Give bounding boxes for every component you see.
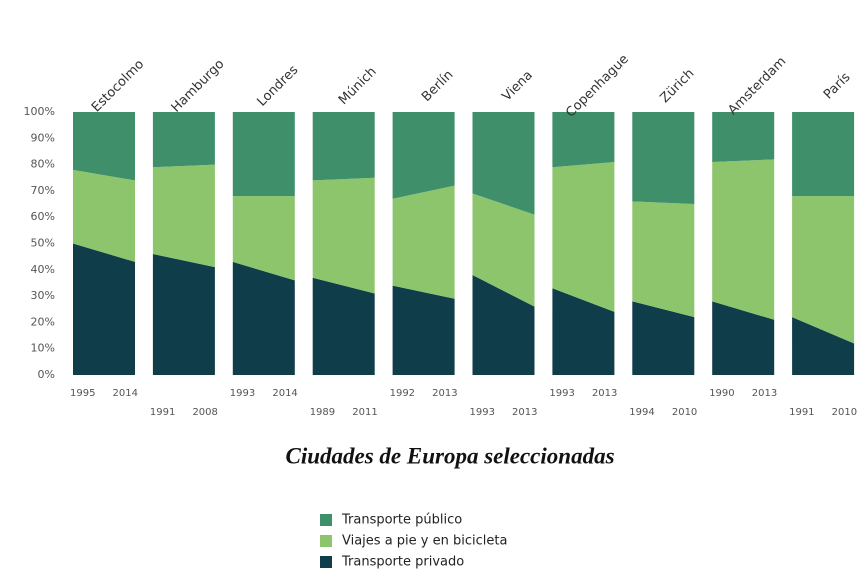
area-segment (152, 112, 215, 168)
panel-label: Londres (255, 63, 302, 110)
panel-label: Estocolmo (89, 57, 147, 115)
y-tick-label: 80% (31, 158, 55, 171)
area-segment (472, 275, 535, 375)
x-tick-label: 2013 (432, 388, 457, 399)
x-tick-label: 2013 (512, 407, 537, 418)
area-segment (552, 161, 615, 312)
x-tick-label: 1993 (470, 407, 495, 418)
area-segment (232, 196, 295, 281)
panel-label: Copenhague (563, 52, 632, 121)
area-segment (312, 112, 375, 181)
area-segment (73, 243, 135, 375)
y-tick-label: 40% (31, 263, 55, 276)
y-tick-label: 10% (31, 342, 55, 355)
panel-label: París (821, 70, 854, 103)
area-segment (73, 169, 135, 262)
area-segment (712, 159, 775, 320)
area-segment (792, 112, 855, 197)
area-segment (392, 112, 455, 199)
x-tick-label: 1995 (70, 388, 95, 399)
area-segment (552, 288, 615, 375)
panel-label: Viena (499, 68, 535, 104)
x-tick-label: 1989 (310, 407, 335, 418)
x-tick-label: 1993 (549, 388, 574, 399)
y-tick-label: 100% (24, 105, 55, 118)
area-segment (312, 277, 375, 375)
legend-label: Transporte público (341, 513, 462, 528)
panel-label: Hamburgo (169, 57, 228, 116)
y-tick-label: 30% (31, 289, 55, 302)
area-segment (632, 112, 695, 205)
area-segment (792, 196, 855, 344)
x-tick-label: 1990 (709, 388, 734, 399)
legend-label: Transporte privado (341, 555, 464, 570)
area-segment (712, 112, 775, 162)
panel-label: Amsterdam (725, 54, 789, 118)
legend-swatch (320, 514, 332, 526)
area-segment (792, 317, 855, 375)
panel-label: Múnich (336, 64, 380, 108)
area-segment (712, 301, 775, 375)
x-tick-label: 2013 (592, 388, 617, 399)
x-tick-label: 1991 (150, 407, 175, 418)
area-segment (312, 177, 375, 294)
area-segment (232, 112, 295, 197)
panel-label: Berlín (419, 67, 456, 104)
y-tick-label: 0% (38, 368, 55, 381)
y-tick-label: 20% (31, 315, 55, 328)
area-segment (232, 261, 295, 375)
legend-swatch (320, 535, 332, 547)
x-tick-label: 2010 (832, 407, 857, 418)
area-segment (73, 112, 135, 181)
x-tick-label: 1994 (629, 407, 654, 418)
x-tick-label: 2008 (192, 407, 217, 418)
legend-swatch (320, 556, 332, 568)
x-tick-label: 2011 (352, 407, 377, 418)
x-tick-label: 1992 (390, 388, 415, 399)
panel-label: Zürich (657, 66, 697, 106)
area-segment (552, 112, 615, 168)
x-tick-label: 2014 (272, 388, 297, 399)
legend-label: Viajes a pie y en bicicleta (342, 534, 507, 549)
area-segment (472, 112, 535, 215)
y-tick-label: 90% (31, 131, 55, 144)
area-segment (152, 254, 215, 375)
area-segment (632, 201, 695, 318)
y-tick-label: 70% (31, 184, 55, 197)
area-segment (392, 185, 455, 299)
x-tick-label: 1993 (230, 388, 255, 399)
x-tick-label: 2013 (752, 388, 777, 399)
area-segment (152, 164, 215, 268)
area-segment (472, 193, 535, 307)
y-tick-label: 50% (31, 237, 55, 250)
area-segment (392, 285, 455, 375)
x-axis-label: Ciudades de Europa seleccionadas (285, 443, 614, 468)
x-tick-label: 1991 (789, 407, 814, 418)
area-segment (632, 301, 695, 375)
x-tick-label: 2014 (113, 388, 138, 399)
x-tick-label: 2010 (672, 407, 697, 418)
y-tick-label: 60% (31, 210, 55, 223)
